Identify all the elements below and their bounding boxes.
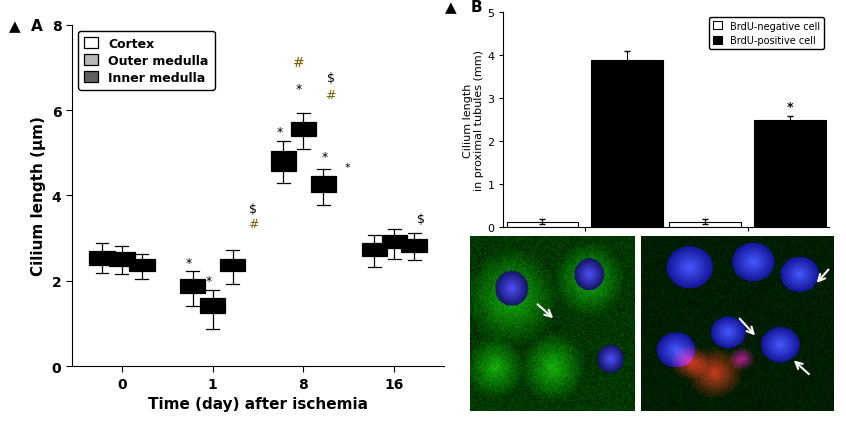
Bar — [754, 121, 826, 228]
PathPatch shape — [200, 298, 225, 313]
Text: A: A — [31, 19, 42, 34]
PathPatch shape — [382, 235, 407, 248]
Text: ▲: ▲ — [8, 19, 20, 34]
Bar — [669, 222, 741, 228]
PathPatch shape — [109, 252, 135, 266]
Text: $: $ — [250, 202, 257, 215]
Text: $: $ — [417, 213, 426, 226]
PathPatch shape — [361, 244, 387, 256]
PathPatch shape — [402, 239, 427, 252]
Text: *: * — [277, 126, 283, 138]
PathPatch shape — [180, 279, 206, 293]
Text: $: $ — [327, 72, 335, 84]
Bar — [591, 61, 663, 228]
Legend: Cortex, Outer medulla, Inner medulla: Cortex, Outer medulla, Inner medulla — [78, 32, 215, 91]
PathPatch shape — [291, 123, 316, 137]
PathPatch shape — [129, 260, 155, 272]
Bar — [507, 222, 579, 228]
Text: *: * — [296, 83, 302, 96]
Y-axis label: Cilium length
in proximal tubules (mm): Cilium length in proximal tubules (mm) — [463, 50, 485, 191]
PathPatch shape — [220, 259, 245, 272]
Text: *: * — [186, 256, 192, 269]
Text: #: # — [326, 89, 336, 102]
X-axis label: Time (day) after ischemia: Time (day) after ischemia — [148, 396, 368, 411]
Text: Sham: Sham — [535, 425, 569, 426]
PathPatch shape — [89, 251, 114, 265]
Text: #: # — [293, 56, 305, 70]
Text: *: * — [345, 163, 351, 173]
PathPatch shape — [271, 151, 296, 171]
Text: #: # — [248, 217, 259, 230]
PathPatch shape — [310, 177, 336, 193]
Y-axis label: Cilium length (μm): Cilium length (μm) — [31, 116, 47, 276]
Text: *: * — [322, 151, 328, 164]
Legend: BrdU-negative cell, BrdU-positive cell: BrdU-negative cell, BrdU-positive cell — [709, 17, 824, 50]
Text: ▲: ▲ — [445, 0, 457, 15]
Text: B: B — [470, 0, 482, 15]
Text: *: * — [206, 275, 212, 288]
Text: 3 days after ischemia: 3 days after ischemia — [671, 425, 805, 426]
Text: *: * — [787, 101, 794, 114]
